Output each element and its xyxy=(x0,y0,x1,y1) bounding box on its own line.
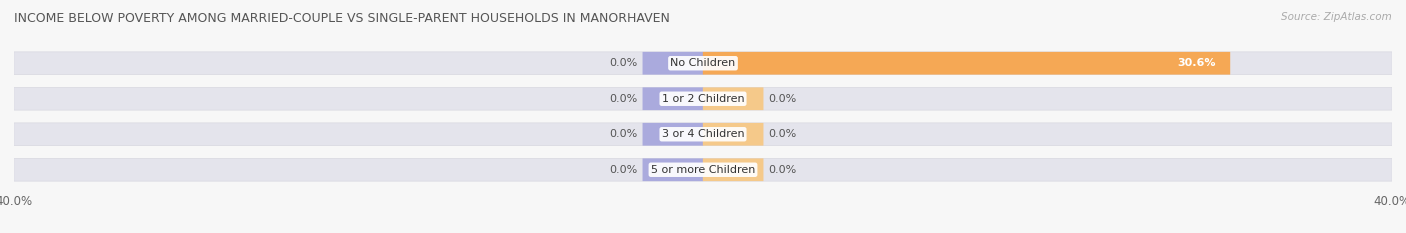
Text: 30.6%: 30.6% xyxy=(1178,58,1216,68)
Text: 0.0%: 0.0% xyxy=(609,165,637,175)
Text: Source: ZipAtlas.com: Source: ZipAtlas.com xyxy=(1281,12,1392,22)
FancyBboxPatch shape xyxy=(643,52,703,75)
FancyBboxPatch shape xyxy=(14,52,1392,75)
Text: 0.0%: 0.0% xyxy=(769,165,797,175)
Text: 3 or 4 Children: 3 or 4 Children xyxy=(662,129,744,139)
Text: 5 or more Children: 5 or more Children xyxy=(651,165,755,175)
Text: No Children: No Children xyxy=(671,58,735,68)
FancyBboxPatch shape xyxy=(703,123,763,146)
Text: INCOME BELOW POVERTY AMONG MARRIED-COUPLE VS SINGLE-PARENT HOUSEHOLDS IN MANORHA: INCOME BELOW POVERTY AMONG MARRIED-COUPL… xyxy=(14,12,669,25)
FancyBboxPatch shape xyxy=(703,158,763,181)
FancyBboxPatch shape xyxy=(643,158,703,181)
Text: 0.0%: 0.0% xyxy=(769,129,797,139)
Text: 0.0%: 0.0% xyxy=(609,129,637,139)
Text: 0.0%: 0.0% xyxy=(609,58,637,68)
FancyBboxPatch shape xyxy=(14,158,1392,181)
FancyBboxPatch shape xyxy=(14,87,1392,110)
FancyBboxPatch shape xyxy=(703,52,1230,75)
FancyBboxPatch shape xyxy=(643,87,703,110)
FancyBboxPatch shape xyxy=(703,87,763,110)
FancyBboxPatch shape xyxy=(643,123,703,146)
FancyBboxPatch shape xyxy=(14,123,1392,146)
Text: 0.0%: 0.0% xyxy=(609,94,637,104)
Text: 0.0%: 0.0% xyxy=(769,94,797,104)
Text: 1 or 2 Children: 1 or 2 Children xyxy=(662,94,744,104)
